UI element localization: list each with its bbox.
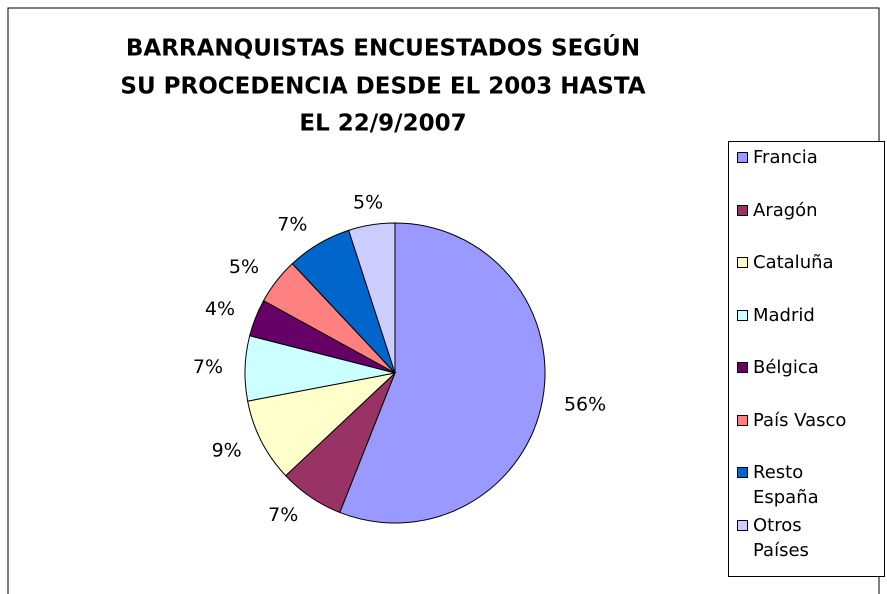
legend-swatch — [737, 362, 748, 373]
legend-swatch — [737, 257, 748, 268]
pie-slice — [339, 222, 546, 524]
legend-swatch — [737, 414, 748, 426]
data-label: 9% — [212, 440, 242, 462]
data-label: 7% — [193, 356, 223, 378]
data-label: 7% — [268, 504, 298, 526]
legend-item: Madrid — [737, 303, 882, 329]
legend: Francia Aragón Cataluña Madrid Bélgica País V… — [728, 141, 885, 577]
data-label: 4% — [205, 298, 235, 320]
chart-title: SU PROCEDENCIA DESDE EL 2003 HASTA — [120, 74, 645, 100]
legend-label: Otros Países — [753, 514, 809, 561]
legend-item: Francia — [737, 145, 882, 171]
legend-item: Aragón — [737, 198, 882, 224]
data-label: 5% — [229, 256, 259, 278]
legend-swatch — [737, 152, 748, 163]
legend-label: Resto España — [753, 462, 819, 508]
legend-label: Aragón — [753, 199, 818, 221]
pie-slice — [247, 372, 397, 477]
legend-item: País Vasco — [737, 408, 882, 434]
chart-title: BARRANQUISTAS ENCUESTADOS SEGÚN — [126, 34, 640, 62]
legend-item: Cataluña — [737, 250, 882, 276]
legend-item: Resto España — [737, 460, 827, 510]
legend-label: Bélgica — [753, 357, 819, 378]
legend-label: Francia — [753, 147, 818, 168]
legend-label: Cataluña — [753, 252, 834, 273]
legend-swatch — [737, 204, 748, 216]
legend-swatch — [737, 309, 748, 321]
legend-label: Madrid — [753, 304, 815, 326]
chart-title: EL 22/9/2007 — [299, 111, 466, 137]
data-label: 5% — [353, 192, 383, 214]
legend-label: País Vasco — [753, 409, 847, 431]
legend-item: Bélgica — [737, 355, 882, 381]
legend-swatch — [737, 519, 748, 531]
data-label: 56% — [564, 394, 606, 416]
legend-item: Otros Países — [737, 513, 827, 563]
legend-swatch — [737, 467, 748, 478]
data-label: 7% — [277, 213, 307, 235]
pie-slice — [348, 222, 396, 374]
